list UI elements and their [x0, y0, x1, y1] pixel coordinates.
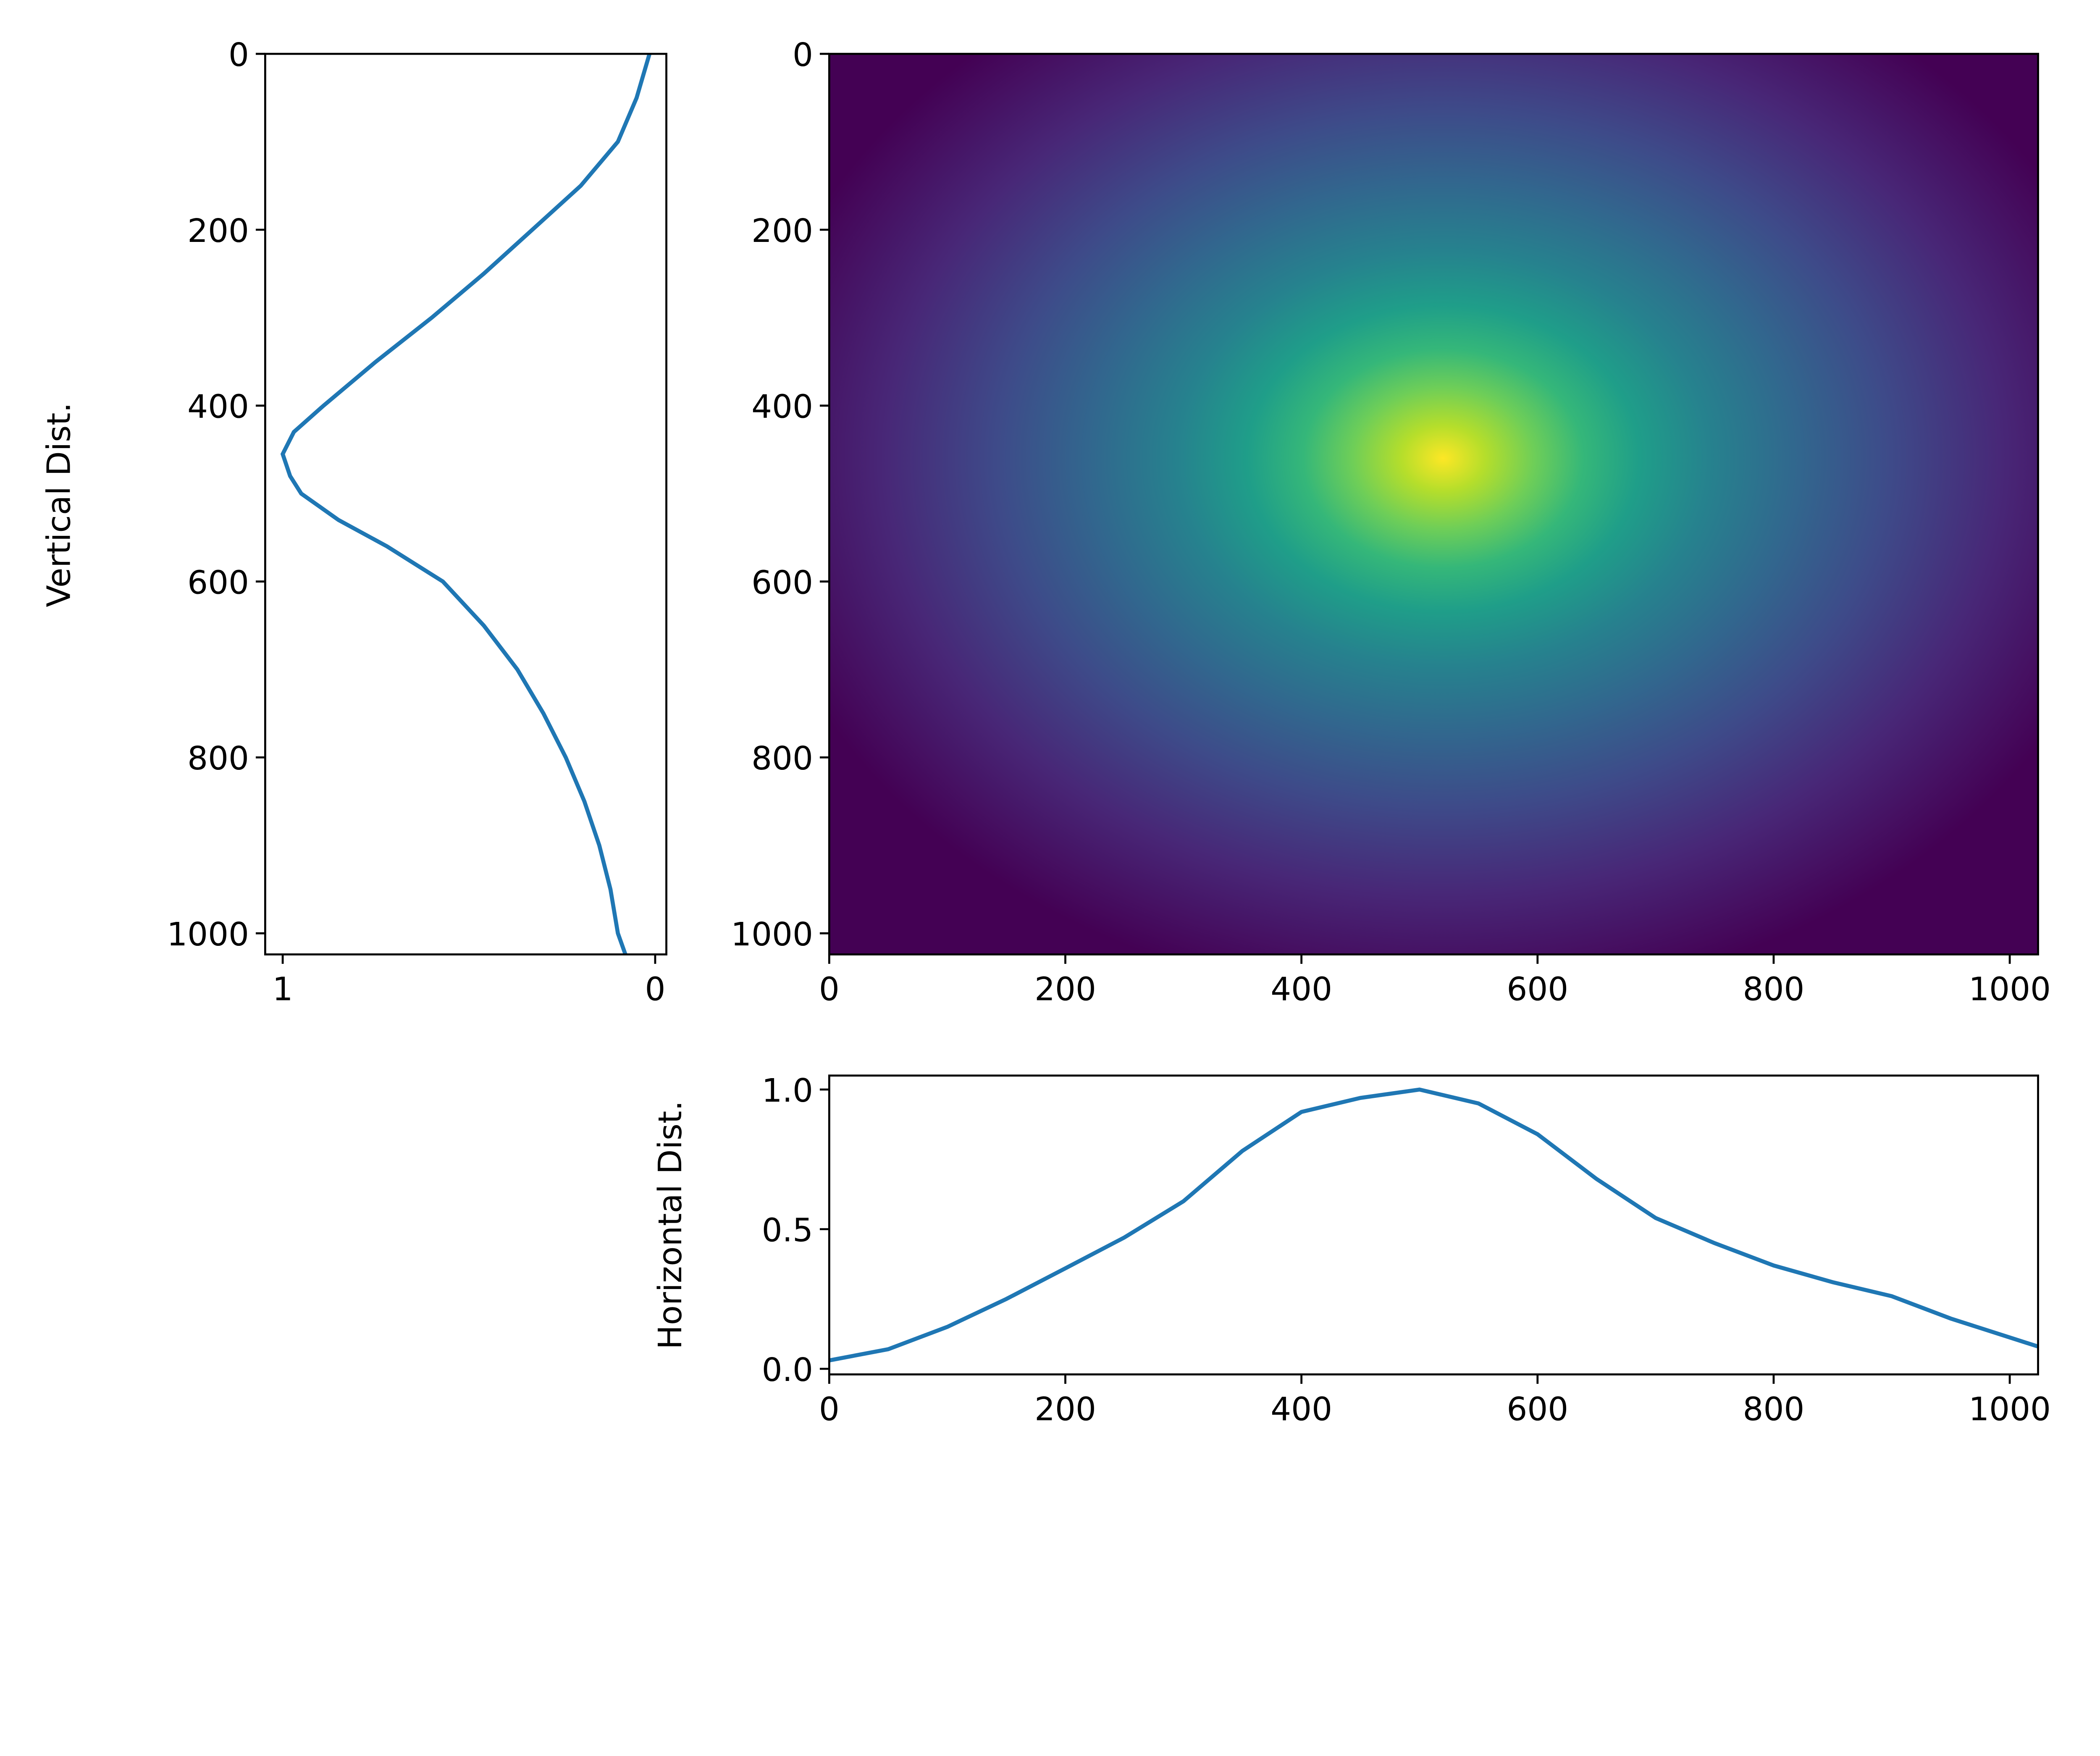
- y-tick-label: 600: [187, 564, 249, 601]
- vertical-profile-line: [280, 53, 652, 955]
- x-tick-label: 1000: [1969, 971, 2051, 1008]
- horizontal-profile-line: [829, 1087, 2039, 1362]
- y-tick-label: 0.5: [762, 1212, 813, 1249]
- x-tick-label: 0: [819, 1391, 840, 1428]
- x-tick-label: 1: [273, 971, 293, 1008]
- y-tick-label: 600: [751, 564, 813, 601]
- x-tick-label: 400: [1270, 1391, 1332, 1428]
- x-tick-label: 800: [1743, 1391, 1805, 1428]
- x-tick-label: 200: [1034, 1391, 1096, 1428]
- y-tick-label: 1000: [167, 916, 249, 953]
- axes-frame: [828, 1074, 2039, 1375]
- y-tick-label: 1.0: [762, 1072, 813, 1110]
- heatmap-image: [829, 54, 2038, 955]
- x-tick-label: 800: [1743, 971, 1805, 1008]
- y-tick-label: 400: [751, 388, 813, 426]
- y-axis-label: Horizontal Dist.: [652, 1100, 689, 1349]
- y-tick-label: 1000: [731, 916, 813, 953]
- y-tick-label: 200: [751, 213, 813, 250]
- x-tick-label: 600: [1507, 971, 1568, 1008]
- x-tick-label: 0: [819, 971, 840, 1008]
- y-tick-label: 400: [187, 388, 249, 426]
- x-tick-label: 0: [645, 971, 665, 1008]
- x-tick-label: 1000: [1969, 1391, 2051, 1428]
- x-tick-label: 600: [1507, 1391, 1568, 1428]
- y-tick-label: 800: [187, 740, 249, 777]
- y-tick-label: 0.0: [762, 1352, 813, 1389]
- horizontal-profile-plot: 0 200 400 600 800 1000 0.0 0.5 1.0 Horizontal Dis…: [652, 1072, 2051, 1428]
- axes-frame: [264, 52, 667, 955]
- vertical-profile-plot: 1 0 0 200 400 600 800 1000 Vertical Dist.: [41, 37, 667, 1008]
- y-tick-label: 0: [793, 37, 813, 74]
- y-tick-label: 0: [228, 37, 249, 74]
- x-tick-label: 200: [1034, 971, 1096, 1008]
- axes-frame: [828, 52, 2039, 955]
- x-tick-label: 400: [1270, 971, 1332, 1008]
- y-axis-label: Vertical Dist.: [41, 402, 78, 607]
- figure: 1 0 0 200 400 600 800 1000 Vertical Dist. 0 200 40…: [41, 37, 2051, 1428]
- y-tick-label: 800: [751, 740, 813, 777]
- y-tick-label: 200: [187, 213, 249, 250]
